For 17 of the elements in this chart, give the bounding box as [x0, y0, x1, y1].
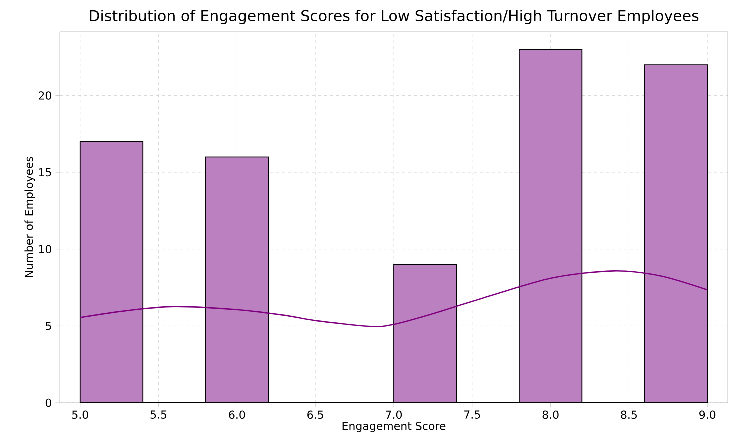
chart-title: Distribution of Engagement Scores for Low Satisfaction/High Turnover Employees [90, 10, 699, 24]
x-tick-label: 6.5 [308, 410, 324, 420]
x-axis-title: Engagement Score [342, 422, 446, 432]
y-tick-label: 5 [46, 322, 52, 330]
y-tick-label: 20 [39, 92, 52, 100]
x-tick-label: 7.5 [464, 410, 480, 419]
y-axis-title: Number of Employees [24, 157, 36, 278]
x-tick-label: 5.0 [72, 410, 88, 420]
y-tick-label: 10 [39, 245, 52, 254]
y-tick-label: 0 [46, 398, 52, 408]
x-tick-label: 7.0 [386, 410, 402, 420]
x-tick-label: 8.0 [542, 410, 559, 420]
y-tick-label: 15 [39, 168, 52, 177]
x-tick-label: 5.5 [150, 410, 167, 419]
x-tick-label: 6.0 [229, 410, 246, 420]
x-tick-label: 8.5 [621, 410, 637, 420]
x-tick-label: 9.0 [700, 410, 716, 420]
